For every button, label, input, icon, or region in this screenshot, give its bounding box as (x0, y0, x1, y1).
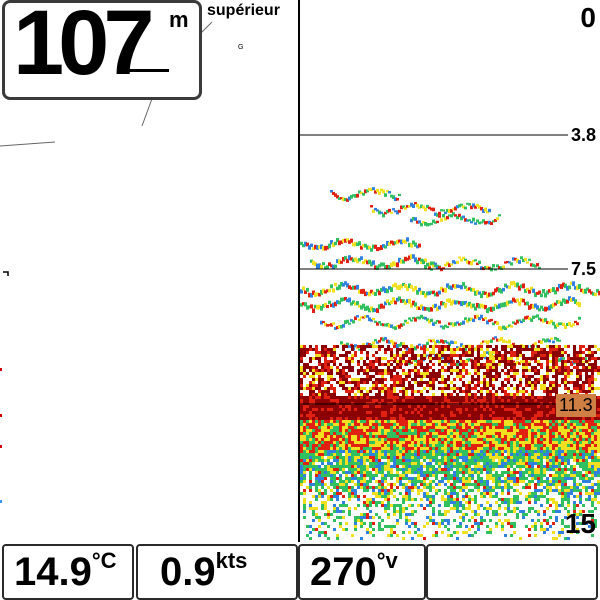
view-mode-label: supérieur (207, 2, 280, 19)
status-water-temp[interactable]: 14.9°C (2, 544, 134, 600)
water-temp-value: 14.9°C (14, 548, 117, 594)
scale-top-depth: 0 (580, 2, 596, 33)
water-temp-unit: °C (91, 548, 117, 573)
contour-line (0, 141, 56, 147)
status-empty[interactable] (426, 544, 598, 600)
sonar-pane[interactable] (300, 0, 600, 542)
edge-marker (0, 445, 2, 448)
edge-marker (0, 500, 2, 503)
speed-value: 0.9kts (160, 548, 248, 594)
heading-value: 270°v (310, 548, 398, 594)
fish-depth-label: 11.3 (556, 394, 596, 417)
depth-readout: 107 m (2, 0, 202, 100)
cursor-label: G (238, 44, 244, 51)
depth-unit: m (169, 7, 189, 32)
contour-line (141, 95, 154, 127)
scale-mark-3-8: 3.8 (570, 125, 596, 145)
status-speed[interactable]: 0.9kts (136, 544, 298, 600)
contour-line (3, 271, 9, 276)
edge-marker (0, 414, 2, 417)
status-bar: 14.9°C 0.9kts 270°v (0, 542, 600, 600)
pane-divider (298, 0, 300, 542)
speed-unit: kts (215, 548, 248, 573)
depth-value: 107 (13, 0, 154, 94)
edge-marker (0, 368, 2, 371)
heading-unit: °v (376, 548, 398, 573)
depth-underline (129, 69, 169, 72)
status-heading[interactable]: 270°v (298, 544, 426, 600)
scale-bottom-depth: 15 (564, 508, 596, 539)
scale-mark-7-5: 7.5 (570, 259, 596, 279)
sonar-echo-layer (300, 187, 600, 540)
